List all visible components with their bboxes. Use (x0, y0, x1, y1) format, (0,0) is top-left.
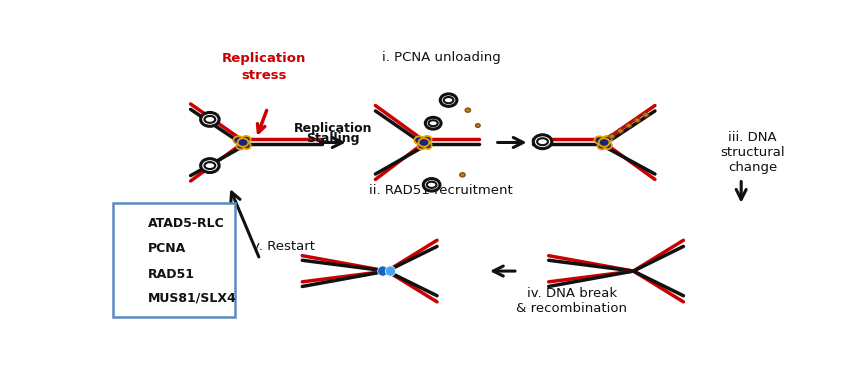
Ellipse shape (414, 136, 424, 144)
Ellipse shape (425, 117, 441, 129)
Ellipse shape (423, 136, 431, 143)
Text: ATAD5-RLC: ATAD5-RLC (148, 217, 225, 230)
Ellipse shape (537, 138, 548, 145)
Ellipse shape (127, 246, 136, 251)
Ellipse shape (635, 118, 641, 123)
Text: v. Restart: v. Restart (251, 240, 314, 253)
Ellipse shape (205, 162, 215, 169)
Ellipse shape (124, 218, 132, 224)
Ellipse shape (598, 143, 606, 149)
Ellipse shape (424, 179, 440, 191)
Ellipse shape (604, 142, 612, 149)
Ellipse shape (424, 142, 431, 149)
Ellipse shape (130, 218, 138, 223)
Ellipse shape (243, 142, 251, 149)
Text: Replication
stress: Replication stress (221, 52, 306, 82)
Text: iii. DNA
structural
change: iii. DNA structural change (721, 131, 785, 174)
Ellipse shape (460, 173, 465, 177)
Text: iv. DNA break
& recombination: iv. DNA break & recombination (517, 287, 628, 315)
Text: RAD51: RAD51 (148, 268, 195, 281)
FancyBboxPatch shape (113, 203, 235, 317)
Ellipse shape (609, 134, 615, 139)
Ellipse shape (475, 124, 480, 127)
Ellipse shape (127, 223, 133, 228)
Ellipse shape (124, 243, 139, 254)
Ellipse shape (205, 116, 215, 123)
Ellipse shape (598, 138, 610, 147)
Ellipse shape (626, 123, 632, 128)
Ellipse shape (617, 128, 623, 133)
Ellipse shape (132, 223, 138, 228)
Ellipse shape (128, 272, 135, 277)
Ellipse shape (418, 138, 430, 147)
Ellipse shape (378, 266, 387, 276)
Text: Replication: Replication (294, 123, 372, 135)
Ellipse shape (233, 136, 244, 144)
Ellipse shape (443, 97, 454, 103)
Ellipse shape (201, 112, 219, 126)
Text: Stalling: Stalling (307, 132, 360, 145)
Text: MUS81/SLX4: MUS81/SLX4 (148, 292, 237, 305)
Text: ii. RAD51 recruitment: ii. RAD51 recruitment (369, 184, 513, 197)
Ellipse shape (603, 136, 612, 143)
Ellipse shape (241, 136, 251, 143)
Ellipse shape (127, 220, 135, 226)
Text: i. PCNA unloading: i. PCNA unloading (381, 51, 500, 64)
Ellipse shape (130, 294, 139, 302)
Ellipse shape (385, 266, 395, 276)
Ellipse shape (237, 143, 245, 149)
Ellipse shape (465, 108, 471, 112)
Ellipse shape (440, 94, 457, 107)
Text: PCNA: PCNA (148, 242, 187, 255)
Ellipse shape (201, 158, 219, 172)
Ellipse shape (427, 182, 437, 188)
Ellipse shape (124, 294, 132, 302)
Ellipse shape (533, 135, 552, 149)
Ellipse shape (643, 112, 648, 117)
Ellipse shape (418, 143, 426, 149)
Ellipse shape (238, 138, 248, 147)
Ellipse shape (594, 136, 604, 144)
Ellipse shape (429, 120, 437, 126)
